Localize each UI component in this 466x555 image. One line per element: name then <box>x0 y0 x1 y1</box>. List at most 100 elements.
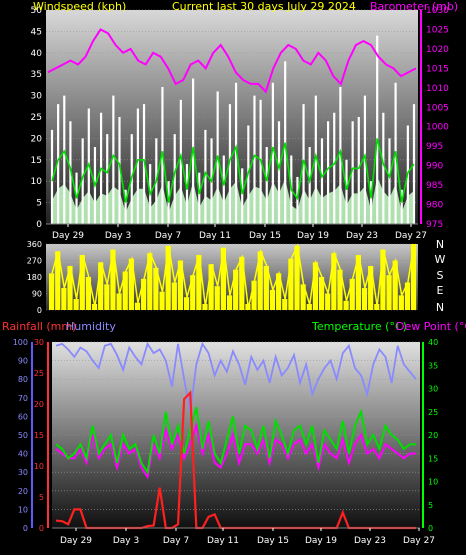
wind-axis-title: Windspeed (kph) <box>33 0 126 13</box>
direction-sweep <box>214 286 220 310</box>
direction-sweep <box>85 277 92 310</box>
humidity-tick-label: 10 <box>18 505 28 514</box>
direction-sweep <box>331 253 337 310</box>
direction-sweep <box>306 304 312 310</box>
direction-sweep <box>343 300 349 310</box>
direction-tick-label: 180 <box>27 273 42 282</box>
wind-fill-area <box>52 176 414 224</box>
direction-sweep <box>318 277 325 310</box>
temperature-tick-label: 40 <box>428 338 438 347</box>
direction-sweep <box>98 262 104 310</box>
wind-tick-label: 50 <box>31 6 43 16</box>
direction-sweep <box>349 278 355 310</box>
direction-sweep <box>226 295 233 310</box>
direction-sweep <box>220 247 226 310</box>
wind-tick-label: 30 <box>31 92 43 102</box>
rainfall-axis-title: Rainfall (mm) <box>2 320 76 333</box>
direction-sweep <box>177 260 184 310</box>
direction-sweep <box>361 288 368 310</box>
compass-label: E <box>437 284 444 297</box>
direction-sweep <box>325 293 331 310</box>
temperature-tick-label: 10 <box>428 478 438 487</box>
direction-sweep <box>165 245 171 310</box>
direction-sweep <box>183 297 190 310</box>
direction-sweep <box>196 255 202 310</box>
direction-sweep <box>392 260 398 310</box>
direction-sweep <box>233 269 239 310</box>
direction-sweep <box>79 255 85 310</box>
barometer-tick-label: 985 <box>426 181 443 191</box>
temperature-tick-label: 30 <box>428 385 438 394</box>
lower-date-tick: Day 27 <box>403 536 435 546</box>
wind-date-tick: Day 27 <box>395 231 427 241</box>
direction-sweep <box>122 271 128 310</box>
direction-sweep <box>312 262 319 310</box>
lower-date-tick: Day 29 <box>60 536 92 546</box>
direction-sweep <box>171 282 177 310</box>
humidity-tick-label: 70 <box>18 394 28 403</box>
wind-date-tick: Day 19 <box>297 231 329 241</box>
temperature-tick-label: 20 <box>428 431 438 440</box>
wind-tick-label: 25 <box>31 113 42 123</box>
direction-sweep <box>61 288 67 310</box>
direction-sweep <box>288 258 294 310</box>
direction-sweep <box>355 255 361 310</box>
direction-sweep <box>91 304 98 310</box>
wind-date-tick: Day 15 <box>249 231 281 241</box>
direction-sweep <box>294 245 300 310</box>
temperature-tick-label: 5 <box>428 501 433 510</box>
lower-date-tick: Day 15 <box>257 536 289 546</box>
direction-sweep <box>110 249 116 310</box>
barometer-tick-label: 1030 <box>426 6 449 16</box>
direction-sweep <box>380 249 386 310</box>
direction-sweep <box>147 253 153 310</box>
direction-sweep <box>300 284 306 310</box>
compass-label: W <box>435 253 446 266</box>
direction-sweep <box>374 304 380 310</box>
barometer-line <box>47 28 417 94</box>
rainfall-tick-label: 25 <box>34 369 44 378</box>
barometer-tick-label: 1005 <box>426 103 449 113</box>
rainfall-tick-label: 15 <box>34 431 44 440</box>
humidity-tick-label: 80 <box>18 375 28 384</box>
rainfall-tick-label: 20 <box>34 400 44 409</box>
barometer-tick-label: 1010 <box>426 84 449 94</box>
humidity-tick-label: 60 <box>18 412 28 421</box>
direction-sweep <box>404 282 411 310</box>
barometer-tick-label: 995 <box>426 142 443 152</box>
humidity-tick-label: 0 <box>23 524 28 533</box>
barometer-tick-label: 975 <box>426 220 443 230</box>
direction-sweep <box>368 266 374 310</box>
wind-tick-label: 45 <box>31 27 42 37</box>
wind-tick-label: 40 <box>31 49 43 59</box>
direction-sweep <box>208 264 214 310</box>
dewpoint-line <box>55 421 416 480</box>
temperature-tick-label: 35 <box>428 361 438 370</box>
humidity-tick-label: 40 <box>18 450 28 459</box>
temperature-line <box>55 406 416 475</box>
direction-sweep <box>239 256 245 310</box>
direction-sweep <box>141 278 147 310</box>
lower-date-tick: Day 19 <box>305 536 337 546</box>
barometer-tick-label: 1015 <box>426 64 449 74</box>
direction-sweep <box>251 280 257 310</box>
humidity-line <box>55 341 417 413</box>
barometer-tick-label: 1000 <box>426 123 449 133</box>
direction-sweep <box>153 267 159 310</box>
direction-sweep <box>257 251 263 310</box>
direction-sweep <box>190 275 196 310</box>
wind-tick-label: 5 <box>36 199 42 209</box>
direction-sweep <box>55 251 61 310</box>
wind-date-tick: Day 3 <box>105 231 131 241</box>
direction-trace <box>51 243 415 309</box>
wind-date-tick: Day 29 <box>52 231 84 241</box>
chart-title: Current last 30 days July 29 2024 <box>172 0 356 13</box>
lower-date-tick: Day 23 <box>354 536 386 546</box>
barometer-tick-label: 1025 <box>426 25 449 35</box>
temperature-tick-label: 15 <box>428 454 438 463</box>
barometer-tick-label: 980 <box>426 201 443 211</box>
humidity-axis-title: Humidity <box>66 320 116 333</box>
wind-date-tick: Day 23 <box>346 231 378 241</box>
